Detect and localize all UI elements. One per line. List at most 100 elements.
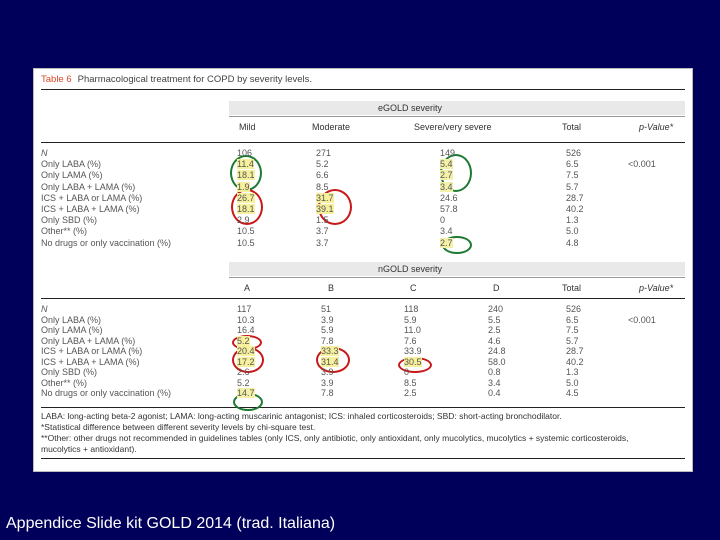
ngold-cell: 3.9 — [321, 314, 334, 325]
ngold-cell: 2.5 — [404, 388, 417, 398]
footnote-other-drugs-cont: mucolytics + antioxidant). — [41, 444, 137, 454]
ngold-cell: 3.4 — [488, 377, 501, 388]
ngold-row-label: ICS + LABA or LAMA (%) — [41, 346, 143, 356]
egold-cell: 6.5 — [566, 159, 579, 170]
egold-row-label: Only LABA (%) — [41, 159, 102, 170]
ngold-cell: 20.4 — [237, 346, 255, 356]
egold-cell: 2.9 — [237, 215, 250, 226]
egold-cell: <0.001 — [628, 159, 656, 170]
ngold-header-c: C — [410, 283, 417, 293]
ngold-cell: 16.4 — [237, 325, 255, 335]
ngold-cell: 3.9 — [321, 367, 334, 377]
egold-row-label: Only SBD (%) — [41, 215, 98, 226]
ngold-cell: 7.8 — [321, 388, 334, 398]
ngold-cell: 526 — [566, 304, 582, 314]
egold-cell: 40.2 — [566, 204, 584, 214]
egold-row-label: ICS + LABA + LAMA (%) — [41, 204, 140, 214]
ngold-cell: 31.4 — [321, 356, 339, 367]
footnote-rule — [41, 407, 685, 408]
ngold-cell: 5.9 — [321, 325, 334, 335]
ngold-cell: 240 — [488, 304, 504, 314]
ngold-cell: 5.0 — [566, 377, 579, 388]
egold-cell: 5.0 — [566, 226, 579, 237]
egold-cell: 6.6 — [316, 170, 329, 181]
ngold-cell: 7.5 — [566, 325, 579, 335]
ngold-cell: 5.5 — [488, 314, 501, 325]
egold-row-label: Only LAMA (%) — [41, 170, 103, 181]
egold-cell: 1.3 — [566, 215, 579, 226]
ngold-row-label: Only LABA + LAMA (%) — [41, 335, 136, 346]
egold-cell: 0 — [440, 215, 446, 226]
egold-title: eGOLD severity — [378, 103, 443, 113]
ngold-cell: 6.5 — [566, 314, 579, 325]
egold-cell: 7.5 — [566, 170, 579, 181]
egold-cell: 57.8 — [440, 204, 458, 214]
table-caption: Table 6 Pharmacological treatment for COP… — [41, 75, 312, 85]
ngold-cell: 33.9 — [404, 346, 422, 356]
ngold-row-label: No drugs or only vaccination (%) — [41, 388, 172, 398]
egold-cell: 5.2 — [316, 159, 329, 170]
ngold-header-pvalue: p-Value* — [639, 283, 674, 293]
egold-cell: 2.7 — [440, 237, 453, 248]
egold-cell: 10.5 — [237, 237, 255, 248]
footnote-statistics: *Statistical difference between differen… — [41, 422, 316, 432]
egold-cell: 18.1 — [237, 204, 255, 214]
egold-header-rule — [41, 142, 685, 143]
egold-row-label: Other** (%) — [41, 226, 88, 237]
egold-header-mild: Mild — [239, 122, 256, 132]
egold-cell: 4.8 — [566, 237, 579, 248]
ngold-row-label: Only LAMA (%) — [41, 325, 103, 335]
ngold-cell: 117 — [237, 304, 252, 314]
ngold-row-label: N — [41, 304, 48, 314]
egold-cell: 28.7 — [566, 192, 584, 203]
ngold-cell: 58.0 — [488, 356, 506, 367]
ngold-cell: <0.001 — [628, 314, 656, 325]
ngold-cell: 24.8 — [488, 346, 506, 356]
ngold-cell: 5.2 — [237, 377, 250, 388]
ngold-header-a: A — [244, 283, 251, 293]
egold-row-label: ICS + LABA or LAMA (%) — [41, 192, 143, 203]
egold-row-label: Only LABA + LAMA (%) — [41, 181, 136, 192]
ngold-cell: 2.5 — [488, 325, 501, 335]
egold-cell: 31.7 — [316, 192, 334, 203]
ngold-cell: 7.6 — [404, 335, 417, 346]
egold-cell: 5.7 — [566, 181, 579, 192]
slide-footer-caption: Appendice Slide kit GOLD 2014 (trad. Ita… — [6, 515, 336, 532]
bottom-rule — [41, 458, 685, 459]
egold-row-label: N — [41, 148, 48, 158]
ngold-cell: 5.2 — [237, 335, 250, 346]
ngold-cell: 4.6 — [488, 335, 501, 346]
egold-cell: 3.7 — [316, 237, 329, 248]
ngold-cell: 40.2 — [566, 356, 584, 367]
egold-cell: 2.7 — [440, 170, 453, 181]
table-image: Table 6 Pharmacological treatment for COP… — [33, 68, 693, 472]
ngold-header-b: B — [328, 283, 335, 293]
ngold-title-rule — [229, 277, 685, 278]
ngold-row-label: Only LABA (%) — [41, 314, 102, 325]
egold-cell: 271 — [316, 148, 332, 158]
ngold-cell: 7.8 — [321, 335, 334, 346]
egold-cell: 24.6 — [440, 192, 458, 203]
ngold-cell: 10.3 — [237, 314, 255, 325]
egold-header-pvalue: p-Value* — [639, 122, 674, 132]
ngold-cell: 14.7 — [237, 388, 255, 398]
egold-cell: 10.5 — [237, 226, 255, 237]
ngold-cell: 30.5 — [404, 356, 422, 367]
ngold-header-d: D — [493, 283, 500, 293]
egold-cell: 106 — [237, 148, 253, 158]
ngold-cell: 2.6 — [237, 367, 250, 377]
egold-cell: 1.5 — [316, 215, 329, 226]
ngold-row-label: Only SBD (%) — [41, 367, 98, 377]
egold-cell: 39.1 — [316, 204, 334, 214]
ngold-cell: 0.8 — [488, 367, 501, 377]
egold-cell: 18.1 — [237, 170, 255, 181]
egold-cell: 5.4 — [440, 159, 453, 170]
egold-row-label: No drugs or only vaccination (%) — [41, 237, 172, 248]
egold-title-rule — [229, 116, 685, 117]
egold-header-band — [229, 101, 685, 115]
egold-cell: 3.4 — [440, 181, 453, 192]
egold-cell: 526 — [566, 148, 582, 158]
ngold-cell: 17.2 — [237, 356, 255, 367]
ngold-row-label: ICS + LABA + LAMA (%) — [41, 356, 140, 367]
ngold-title: nGOLD severity — [378, 264, 443, 274]
